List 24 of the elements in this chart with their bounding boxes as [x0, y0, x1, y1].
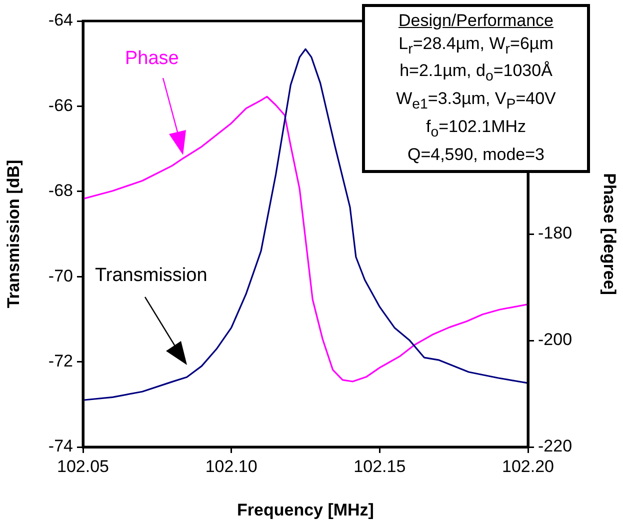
y-tick-label: -68 — [48, 181, 73, 200]
x-tick-label: 102.10 — [205, 456, 258, 476]
y2-tick-label: -200 — [538, 330, 572, 350]
y2-tick-label: -180 — [538, 224, 572, 243]
annotation: L$_{r}$=28.4µm, W$_{r}$=6µm — [398, 32, 554, 59]
x-axis-title: Frequency [MHz] — [237, 500, 374, 520]
annotation: Phase — [125, 48, 179, 70]
annotation: W$_{e1}$=3.3µm, V$_{P}$=40V — [395, 88, 557, 115]
x-tick-label: 102.20 — [502, 456, 554, 476]
y-tick-label: -72 — [48, 351, 73, 370]
y-tick-label: -64 — [48, 10, 73, 30]
annotation: Design/Performance — [398, 10, 554, 32]
annotation: f$_{o}$=102.1MHz — [424, 116, 528, 143]
y-axis-title: Transmission [dB] — [4, 160, 23, 308]
y-tick-label: -66 — [48, 96, 73, 115]
annotation: h=2.1µm, d$_{o}$=1030Å — [398, 60, 554, 87]
y-tick-label: -70 — [48, 266, 73, 286]
y2-axis-title: Phase [degree] — [600, 173, 620, 295]
annotation: Transmission — [95, 265, 208, 287]
x-tick-label: 102.05 — [57, 456, 109, 476]
y-tick-label: -74 — [48, 436, 73, 456]
y2-tick-label: -220 — [538, 436, 572, 456]
annotation: Q=4,590, mode=3 — [406, 144, 546, 166]
x-tick-label: 102.15 — [354, 456, 406, 476]
